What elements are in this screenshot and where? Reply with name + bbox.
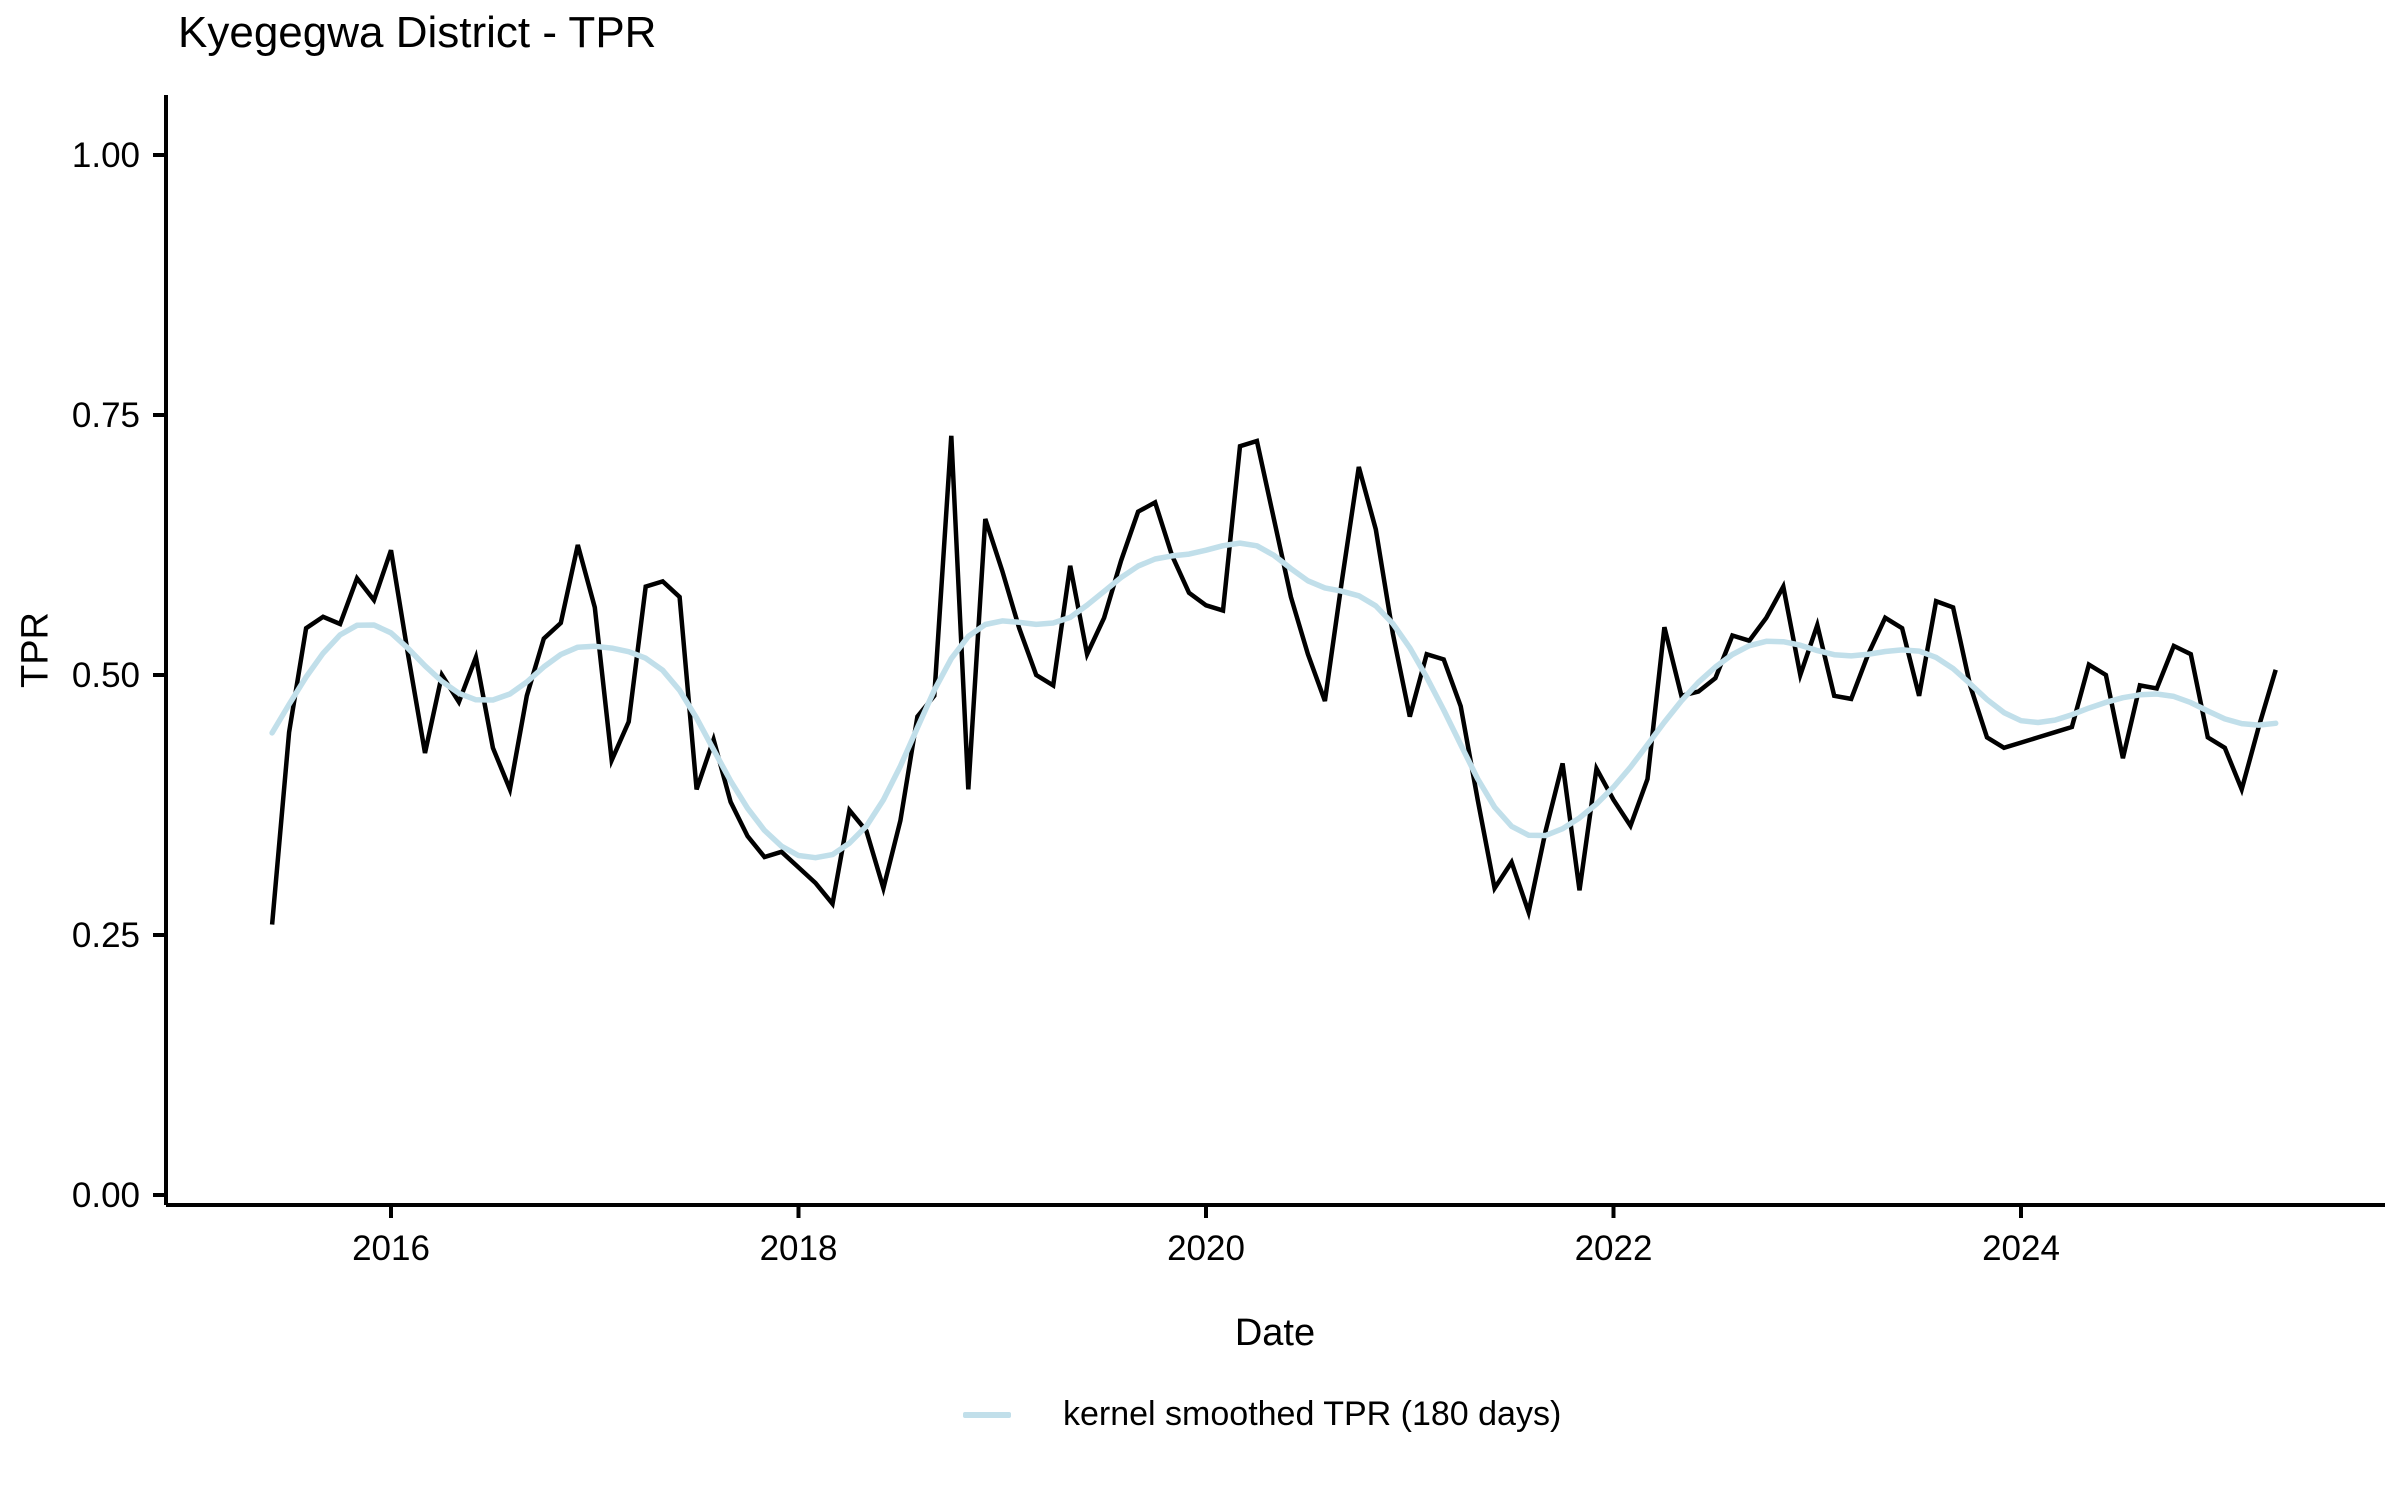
- x-tick-label: 2022: [1575, 1229, 1653, 1268]
- page-title: Kyegegwa District - TPR: [178, 8, 657, 57]
- y-tick-label: 0.50: [72, 656, 140, 695]
- x-axis-label: Date: [1234, 1312, 1316, 1354]
- x-tick-label: 2016: [352, 1229, 430, 1268]
- legend-label: kernel smoothed TPR (180 days): [1063, 1395, 1562, 1433]
- smoothed-tpr-line: [269, 540, 2279, 861]
- x-tick-label: 2020: [1167, 1229, 1245, 1268]
- x-tick-label: 2024: [1982, 1229, 2060, 1268]
- legend-line-swatch: [963, 1411, 1011, 1418]
- y-tick-label: 0.00: [72, 1176, 140, 1215]
- y-tick-label: 1.00: [72, 136, 140, 175]
- x-tick-label: 2018: [760, 1229, 838, 1268]
- legend-item-kernel-smoothed: kernel smoothed TPR (180 days): [963, 1395, 1561, 1434]
- legend: kernel smoothed TPR (180 days): [0, 1395, 2400, 1445]
- y-tick-label: 0.25: [72, 916, 140, 955]
- y-tick-label: 0.75: [72, 396, 140, 435]
- tpr-line: [269, 435, 2278, 925]
